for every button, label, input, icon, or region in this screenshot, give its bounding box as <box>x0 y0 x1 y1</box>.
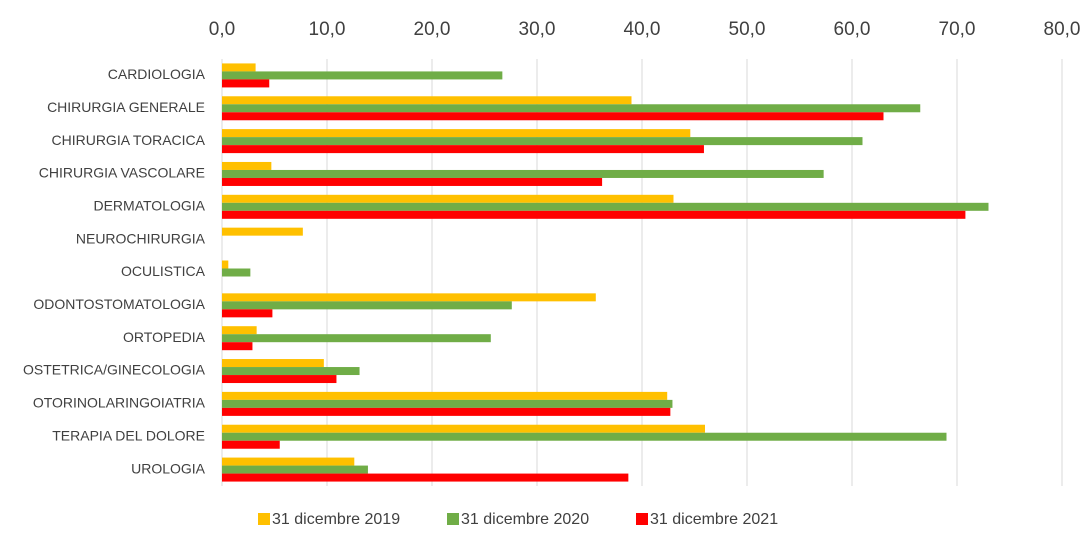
bar <box>222 342 253 351</box>
y-tick-label: TERAPIA DEL DOLORE <box>52 427 205 443</box>
bar <box>222 399 673 408</box>
y-tick-label: CARDIOLOGIA <box>108 66 206 82</box>
bar <box>222 326 257 335</box>
bar <box>222 359 324 368</box>
y-tick-label: CHIRURGIA TORACICA <box>51 132 205 148</box>
y-tick-label: CHIRURGIA GENERALE <box>47 99 205 115</box>
bar <box>222 424 705 433</box>
bar <box>222 465 368 474</box>
x-tick-label: 80,0 <box>1044 19 1081 40</box>
bar <box>222 391 668 400</box>
bar <box>222 145 704 154</box>
bar <box>222 129 691 138</box>
bar <box>222 375 337 384</box>
x-tick-label: 40,0 <box>624 19 661 40</box>
bar <box>222 96 632 105</box>
bar <box>222 112 884 121</box>
legend-swatch <box>636 513 648 525</box>
bar <box>222 432 947 441</box>
bar <box>222 260 229 269</box>
bar <box>222 268 251 277</box>
bar <box>222 227 303 236</box>
y-tick-label: DERMATOLOGIA <box>93 198 205 214</box>
legend-label: 31 dicembre 2020 <box>461 511 589 528</box>
bar <box>222 440 280 449</box>
bar <box>222 367 360 376</box>
bar <box>222 177 603 186</box>
y-tick-label: CHIRURGIA VASCOLARE <box>39 165 205 181</box>
x-tick-label: 10,0 <box>309 19 346 40</box>
x-tick-label: 50,0 <box>729 19 766 40</box>
x-tick-label: 30,0 <box>519 19 556 40</box>
legend-swatch <box>447 513 459 525</box>
bar <box>222 309 273 318</box>
legend-label: 31 dicembre 2019 <box>272 511 400 528</box>
x-tick-label: 0,0 <box>209 19 235 40</box>
y-tick-label: OTORINOLARINGOIATRIA <box>33 395 206 411</box>
legend-label: 31 dicembre 2021 <box>650 511 778 528</box>
y-tick-label: NEUROCHIRURGIA <box>76 230 206 246</box>
bar <box>222 202 989 211</box>
bar <box>222 137 863 146</box>
x-tick-label: 60,0 <box>834 19 871 40</box>
y-tick-label: ORTOPEDIA <box>123 329 206 345</box>
bar <box>222 301 512 310</box>
legend-swatch <box>258 513 270 525</box>
bar <box>222 407 671 416</box>
bar <box>222 79 270 88</box>
bar <box>222 71 503 80</box>
y-tick-label: OSTETRICA/GINECOLOGIA <box>23 362 206 378</box>
bar <box>222 63 256 72</box>
bar <box>222 334 491 343</box>
bar <box>222 169 824 178</box>
bar <box>222 457 355 466</box>
bar <box>222 104 921 113</box>
x-tick-label: 20,0 <box>414 19 451 40</box>
bar <box>222 161 272 170</box>
bar <box>222 293 596 302</box>
y-tick-label: UROLOGIA <box>131 460 206 476</box>
y-tick-label: ODONTOSTOMATOLOGIA <box>33 296 205 312</box>
bar <box>222 473 629 482</box>
bar <box>222 194 674 203</box>
y-tick-label: OCULISTICA <box>121 263 206 279</box>
bar <box>222 210 966 219</box>
x-tick-label: 70,0 <box>939 19 976 40</box>
